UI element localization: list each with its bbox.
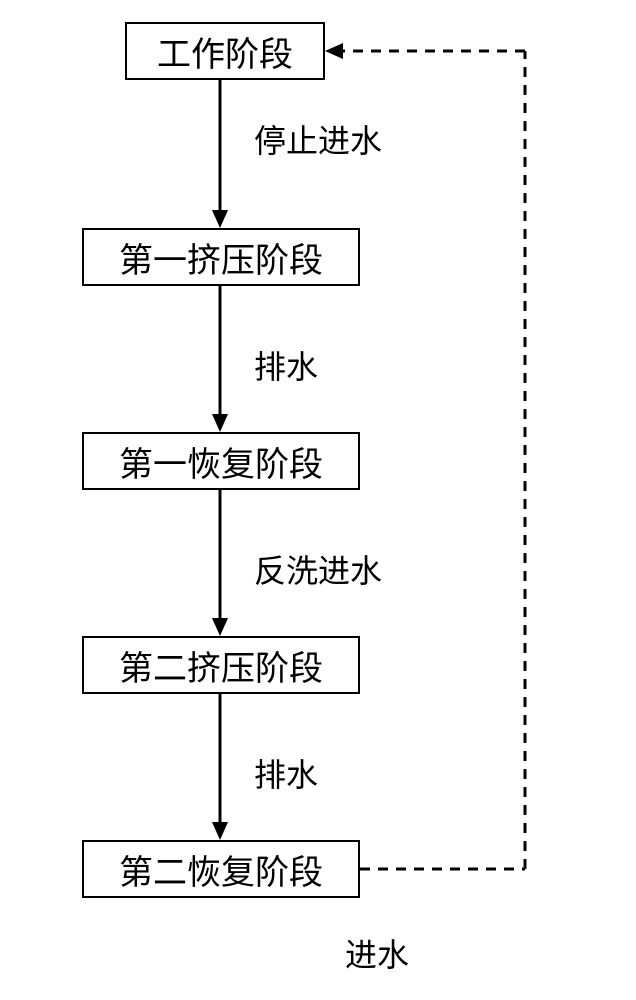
flow-node-label: 第一挤压阶段 bbox=[119, 233, 323, 282]
flow-node-label: 第二挤压阶段 bbox=[119, 641, 323, 690]
flow-node-n1: 第一挤压阶段 bbox=[82, 228, 360, 286]
edge-label: 排水 bbox=[254, 342, 318, 388]
edge-label: 反洗进水 bbox=[254, 546, 382, 592]
edge-label: 停止进水 bbox=[254, 116, 382, 162]
flow-node-n3: 第二挤压阶段 bbox=[82, 636, 360, 694]
flowchart-canvas: 工作阶段第一挤压阶段第一恢复阶段第二挤压阶段第二恢复阶段停止进水排水反洗进水排水… bbox=[0, 0, 636, 1000]
edge-label-feedback: 进水 bbox=[345, 930, 409, 976]
edge-label: 排水 bbox=[254, 750, 318, 796]
flow-node-n2: 第一恢复阶段 bbox=[82, 432, 360, 490]
flow-node-n0: 工作阶段 bbox=[125, 22, 325, 80]
flow-node-label: 工作阶段 bbox=[157, 27, 293, 76]
flow-node-n4: 第二恢复阶段 bbox=[82, 840, 360, 898]
flow-node-label: 第一恢复阶段 bbox=[119, 437, 323, 486]
flow-node-label: 第二恢复阶段 bbox=[119, 845, 323, 894]
